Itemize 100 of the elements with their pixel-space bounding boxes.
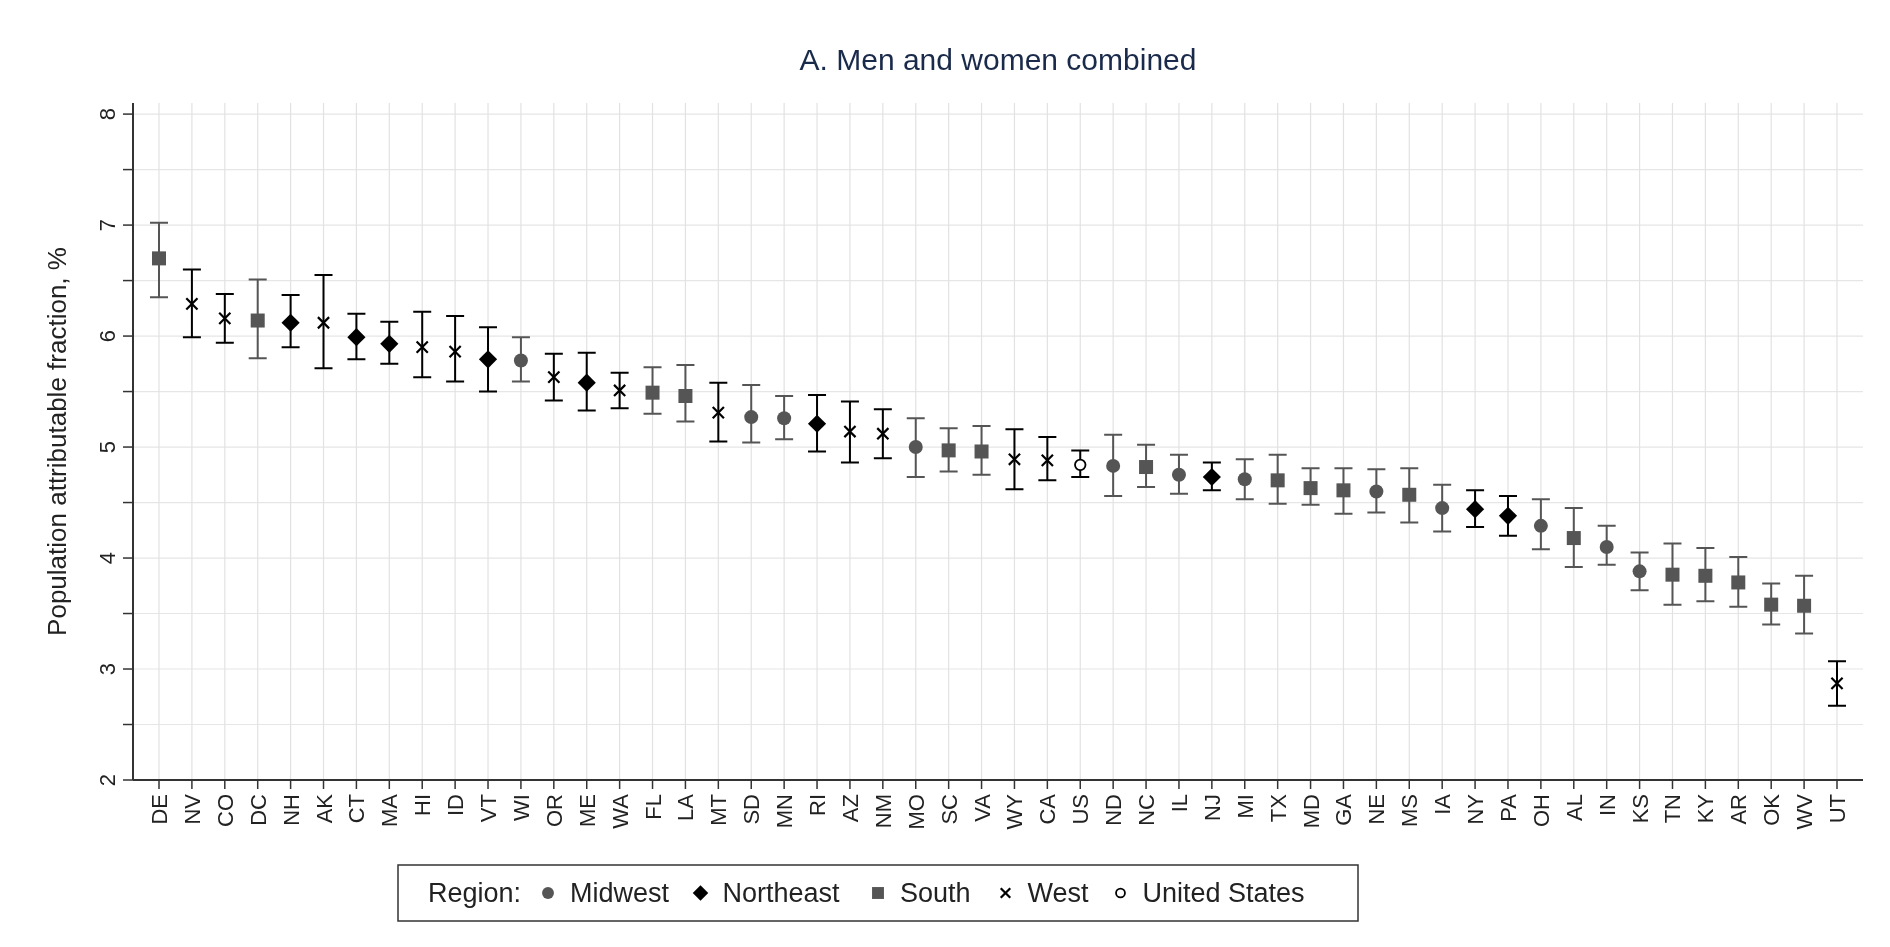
point	[1465, 500, 1485, 519]
x-tick-label: US	[1068, 794, 1094, 825]
point	[547, 370, 561, 384]
x-tick-label: NJ	[1199, 794, 1225, 821]
x-tick-label: MI	[1232, 794, 1258, 819]
x-tick-label: ID	[443, 794, 469, 816]
x-tick-label: TN	[1660, 794, 1686, 824]
point	[1336, 483, 1351, 498]
point	[415, 340, 429, 354]
point	[711, 405, 726, 420]
point	[678, 389, 693, 403]
x-tick-label: CO	[212, 794, 238, 827]
point	[1498, 506, 1518, 525]
point	[645, 385, 660, 400]
x-tick-label: OR	[541, 794, 567, 827]
x-tick-label: NV	[179, 793, 205, 825]
point	[1566, 531, 1581, 546]
x-tick-label: IN	[1594, 794, 1620, 816]
x-tick-label: ME	[574, 794, 600, 827]
x-tick-label: LA	[673, 793, 699, 821]
point	[448, 344, 462, 359]
x-tick-label: WY	[1002, 793, 1028, 830]
x-tick-label: NC	[1134, 793, 1160, 826]
x-tick-label: OK	[1759, 793, 1785, 826]
point	[1731, 575, 1746, 590]
x-tick-label: CA	[1035, 793, 1061, 825]
x-tick-label: GA	[1331, 793, 1357, 826]
point	[316, 316, 331, 330]
point	[185, 297, 199, 311]
point	[1237, 472, 1252, 487]
y-tick-label: 6	[95, 329, 120, 343]
y-tick-label: 5	[95, 440, 120, 454]
point	[777, 411, 792, 426]
point	[152, 251, 166, 266]
y-tick-label: 2	[95, 773, 120, 787]
x-tick-label: HI	[410, 794, 436, 816]
point	[876, 427, 890, 441]
y-tick-label: 7	[95, 218, 120, 232]
x-tick-label: KY	[1693, 793, 1719, 824]
x-tick-label: DC	[245, 793, 271, 826]
point	[1764, 597, 1779, 612]
x-tick-label: AR	[1726, 794, 1752, 825]
point	[577, 373, 596, 392]
x-tick-label: MD	[1298, 794, 1324, 829]
legend-label: Northeast	[722, 878, 841, 908]
point	[1830, 676, 1844, 691]
x-tick-label: ND	[1101, 794, 1127, 826]
x-tick-label: WV	[1792, 793, 1818, 830]
legend-label: South	[900, 878, 971, 908]
x-tick-label: VT	[476, 794, 502, 823]
point	[250, 313, 265, 328]
point	[612, 383, 627, 398]
point	[807, 414, 827, 433]
point	[974, 444, 989, 459]
point	[1040, 453, 1055, 468]
x-tick-label: WI	[508, 794, 534, 821]
point	[1106, 458, 1121, 473]
x-tick-label: KS	[1627, 794, 1653, 824]
point	[1139, 460, 1154, 475]
point	[1665, 567, 1680, 582]
point	[1369, 484, 1384, 499]
point	[1402, 487, 1417, 502]
point	[347, 328, 366, 347]
x-tick-label: PA	[1495, 793, 1521, 822]
x-tick-label: NE	[1364, 794, 1390, 825]
legend-label: West	[1027, 878, 1090, 908]
x-tick-label: AZ	[837, 794, 863, 823]
x-tick-label: TX	[1265, 793, 1291, 823]
point	[1074, 458, 1087, 471]
point	[281, 313, 300, 332]
x-tick-label: MN	[772, 794, 798, 829]
x-tick-label: MS	[1397, 794, 1423, 827]
x-tick-label: CT	[344, 794, 370, 824]
x-tick-label: AL	[1561, 794, 1587, 821]
point	[941, 443, 956, 458]
point	[1171, 467, 1186, 482]
point	[1599, 539, 1614, 554]
point	[218, 311, 232, 326]
y-tick-label: 3	[95, 662, 120, 676]
y-tick-label: 8	[95, 107, 120, 121]
point	[478, 350, 498, 369]
point	[1270, 473, 1285, 488]
point	[1303, 481, 1318, 496]
x-tick-label: IL	[1166, 794, 1192, 813]
point	[744, 410, 759, 425]
x-tick-label: OH	[1528, 794, 1554, 827]
point	[1007, 452, 1022, 466]
x-tick-label: AK	[311, 793, 337, 824]
x-tick-label: VA	[969, 793, 995, 822]
chart-title: A. Men and women combined	[799, 43, 1197, 76]
x-tick-label: SC	[936, 793, 962, 825]
point	[513, 353, 528, 368]
x-tick-label: DE	[147, 794, 172, 825]
legend-label: United States	[1142, 878, 1305, 908]
point	[1202, 467, 1221, 487]
x-tick-label: NM	[870, 794, 896, 829]
x-tick-label: NH	[278, 794, 304, 826]
x-tick-label: WA	[607, 793, 633, 829]
y-axis-title: Population attributable fraction, %	[42, 247, 72, 636]
point	[1698, 568, 1713, 583]
